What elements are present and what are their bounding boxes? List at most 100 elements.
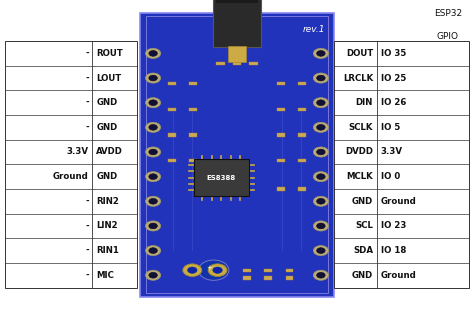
Text: MCLK: MCLK (346, 172, 373, 181)
Text: AVDD: AVDD (96, 148, 123, 156)
Circle shape (313, 221, 328, 231)
Text: GND: GND (96, 98, 118, 107)
Circle shape (313, 172, 328, 182)
Text: -: - (85, 98, 89, 107)
Text: GPIO: GPIO (437, 32, 459, 40)
Bar (298, 108, 306, 111)
Circle shape (188, 267, 197, 273)
Text: LRCLK: LRCLK (343, 74, 373, 82)
Text: -: - (85, 271, 89, 280)
Bar (277, 133, 285, 137)
Text: GND: GND (96, 123, 118, 132)
Text: SCLK: SCLK (348, 123, 373, 132)
Bar (168, 133, 176, 137)
Bar (264, 269, 272, 272)
Bar (243, 269, 250, 272)
Text: Ground: Ground (381, 271, 416, 280)
Circle shape (199, 260, 229, 280)
Bar (194, 159, 249, 196)
Text: 3.3V: 3.3V (381, 148, 402, 156)
Text: ROUT: ROUT (96, 49, 123, 58)
Circle shape (146, 48, 161, 58)
Circle shape (313, 246, 328, 256)
Bar (233, 62, 241, 65)
Bar (168, 82, 176, 85)
Circle shape (317, 248, 325, 253)
Bar (277, 159, 285, 162)
Text: RIN1: RIN1 (96, 246, 119, 255)
Bar (216, 0, 258, 3)
Text: -: - (218, 270, 220, 276)
Text: IO 0: IO 0 (381, 172, 400, 181)
Circle shape (313, 48, 328, 58)
Bar (298, 133, 306, 137)
Bar (146, 16, 328, 293)
Circle shape (313, 73, 328, 83)
Circle shape (149, 100, 157, 106)
Text: +: + (206, 265, 212, 270)
Circle shape (146, 172, 161, 182)
Bar (277, 187, 285, 191)
Circle shape (183, 264, 202, 276)
Circle shape (146, 196, 161, 206)
Bar (189, 82, 197, 85)
Bar (298, 82, 306, 85)
Circle shape (317, 149, 325, 155)
Text: IO 35: IO 35 (381, 49, 406, 58)
Circle shape (317, 100, 325, 106)
Bar (228, 46, 246, 62)
Circle shape (213, 267, 222, 273)
Circle shape (317, 75, 325, 81)
Bar (298, 159, 306, 162)
Text: Ground: Ground (381, 197, 416, 206)
Text: -: - (85, 74, 89, 82)
Text: DVDD: DVDD (345, 148, 373, 156)
Text: LOUT: LOUT (96, 74, 121, 82)
Text: LIN2: LIN2 (96, 222, 118, 230)
Circle shape (146, 98, 161, 108)
Bar (249, 62, 258, 65)
Circle shape (146, 270, 161, 280)
Text: IO 26: IO 26 (381, 98, 406, 107)
Text: Ground: Ground (53, 172, 89, 181)
Bar (285, 276, 293, 280)
Bar (140, 13, 334, 297)
Text: IO 5: IO 5 (381, 123, 400, 132)
Text: DOUT: DOUT (346, 49, 373, 58)
Text: ES8388: ES8388 (207, 175, 236, 180)
Circle shape (317, 272, 325, 278)
Bar (189, 133, 197, 137)
Text: 3.3V: 3.3V (67, 148, 89, 156)
Circle shape (313, 147, 328, 157)
Circle shape (313, 270, 328, 280)
Text: SCL: SCL (355, 222, 373, 230)
Circle shape (146, 147, 161, 157)
Text: IO 25: IO 25 (381, 74, 406, 82)
Text: -: - (85, 49, 89, 58)
Bar (285, 269, 293, 272)
Text: -: - (85, 246, 89, 255)
Circle shape (149, 125, 157, 130)
Text: GND: GND (96, 172, 118, 181)
Circle shape (146, 122, 161, 132)
Text: rev.1: rev.1 (302, 25, 325, 34)
Bar (168, 159, 176, 162)
Text: IO 18: IO 18 (381, 246, 406, 255)
Circle shape (146, 221, 161, 231)
Bar (277, 82, 285, 85)
Text: -: - (85, 222, 89, 230)
Text: DIN: DIN (356, 98, 373, 107)
Circle shape (317, 125, 325, 130)
Bar (334, 41, 469, 288)
Text: -: - (85, 123, 89, 132)
Text: GND: GND (352, 197, 373, 206)
Circle shape (317, 198, 325, 204)
Circle shape (149, 174, 157, 179)
Text: GND: GND (352, 271, 373, 280)
Circle shape (149, 248, 157, 253)
Bar (243, 276, 250, 280)
Circle shape (317, 174, 325, 179)
Bar (189, 108, 197, 111)
Circle shape (149, 149, 157, 155)
Bar (5, 41, 137, 288)
